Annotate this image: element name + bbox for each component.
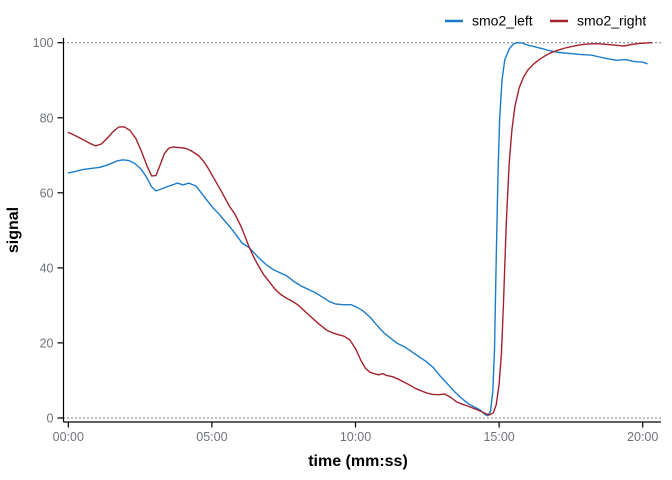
data-series [67,42,652,417]
y-tick-label: 40 [40,261,54,275]
series-line-smo2_right [67,42,652,416]
x-tick-label: 05:00 [196,430,227,444]
x-tick-label: 15:00 [483,430,514,444]
series-line-smo2_left [67,42,648,417]
axis-ticks: 0 20 40 60 80 100 00:00 05:00 10:00 15:00 20:00 [33,36,659,444]
legend-label-smo2-left: smo2_left [472,13,533,29]
x-tick-label: 20:00 [627,430,658,444]
legend-label-smo2-right: smo2_right [577,13,646,29]
x-tick-label: 00:00 [53,430,84,444]
x-tick-label: 10:00 [340,430,371,444]
y-tick-label: 20 [40,336,54,350]
y-tick-label: 60 [40,186,54,200]
axes [62,38,661,423]
y-axis-title: signal [5,207,22,253]
legend: smo2_left smo2_right [445,13,646,29]
y-tick-label: 0 [47,412,54,426]
x-axis-title: time (mm:ss) [308,453,408,470]
y-tick-label: 80 [40,111,54,125]
y-tick-label: 100 [33,36,54,50]
